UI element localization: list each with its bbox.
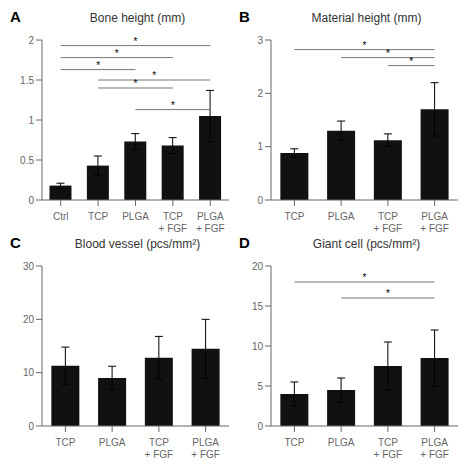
svg-text:*: * [134,36,138,47]
svg-text:*: * [386,288,390,299]
svg-text:*: * [363,272,367,283]
svg-text:TCP+ FGF: TCP+ FGF [374,437,403,460]
svg-text:0.5: 0.5 [20,155,34,166]
svg-text:2: 2 [257,88,263,99]
svg-text:10: 10 [23,367,35,378]
svg-text:*: * [134,78,138,89]
svg-text:*: * [409,56,413,67]
svg-text:20: 20 [252,261,264,272]
svg-text:PLGA+ FGF: PLGA+ FGF [420,211,449,234]
svg-text:1: 1 [28,115,34,126]
svg-text:TCP: TCP [55,437,75,448]
svg-text:TCP+ FGF: TCP+ FGF [159,211,188,234]
svg-text:0: 0 [257,195,263,206]
svg-text:PLGA: PLGA [328,437,355,448]
svg-text:TCP+ FGF: TCP+ FGF [374,211,403,234]
svg-text:TCP: TCP [88,211,108,222]
html-text:C: C [10,234,21,251]
html-text:Giant cell (pcs/mm²): Giant cell (pcs/mm²) [312,237,421,251]
svg-text:5: 5 [257,381,263,392]
html-text:B: B [239,8,250,25]
svg-text:*: * [363,40,367,51]
svg-text:30: 30 [23,261,35,272]
svg-text:PLGA+ FGF: PLGA+ FGF [420,437,449,460]
svg-text:*: * [152,70,156,81]
svg-text:0: 0 [28,421,34,432]
svg-text:PLGA+ FGF: PLGA+ FGF [196,211,225,234]
html-text:Blood vessel (pcs/mm²): Blood vessel (pcs/mm²) [74,237,201,251]
svg-text:1: 1 [257,141,263,152]
svg-text:*: * [96,60,100,71]
html-text:Material height (mm): Material height (mm) [311,11,422,25]
html-text:D: D [239,234,250,251]
svg-text:20: 20 [23,314,35,325]
svg-text:1.5: 1.5 [20,75,34,86]
html-text:A: A [10,8,21,25]
svg-text:0: 0 [257,421,263,432]
svg-text:PLGA: PLGA [122,211,149,222]
svg-text:2: 2 [28,35,34,46]
svg-text:10: 10 [252,341,264,352]
svg-text:PLGA: PLGA [328,211,355,222]
svg-text:15: 15 [252,301,264,312]
svg-text:PLGA: PLGA [99,437,126,448]
svg-text:0: 0 [28,195,34,206]
html-text:Bone height (mm): Bone height (mm) [89,11,186,25]
svg-text:*: * [386,48,390,59]
svg-text:TCP: TCP [284,437,304,448]
svg-text:Ctrl: Ctrl [53,211,69,222]
svg-text:TCP: TCP [284,211,304,222]
svg-text:PLGA+ FGF: PLGA+ FGF [191,437,220,460]
svg-text:*: * [115,48,119,59]
svg-text:3: 3 [257,35,263,46]
svg-text:TCP+ FGF: TCP+ FGF [145,437,174,460]
svg-text:*: * [171,100,175,111]
